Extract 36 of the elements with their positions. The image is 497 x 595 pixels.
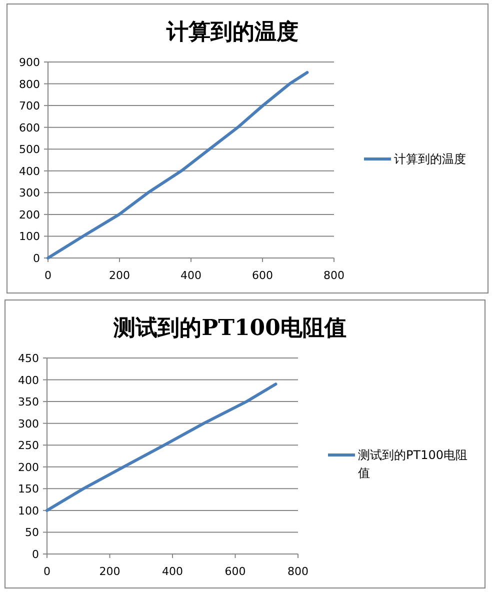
x-tick-label: 400 (180, 269, 202, 282)
y-tick-label: 0 (33, 252, 40, 265)
x-tick-label: 400 (162, 565, 183, 578)
y-tick-label: 100 (18, 504, 39, 518)
x-tick-label: 200 (99, 565, 120, 578)
x-tick-label: 600 (252, 269, 273, 282)
y-tick-label: 400 (19, 164, 40, 178)
x-tick-label: 800 (324, 269, 344, 282)
y-tick-label: 50 (25, 526, 39, 540)
y-tick-label: 150 (18, 482, 39, 496)
line-series (46, 382, 278, 512)
y-tick-label: 500 (19, 143, 40, 156)
x-tick-label: 200 (109, 269, 130, 282)
y-tick-label: 0 (32, 548, 39, 561)
y-tick-label: 450 (18, 352, 39, 365)
chart-title: 计算到的温度 (166, 19, 298, 45)
y-tick-label: 250 (18, 439, 39, 452)
x-tick-label: 600 (224, 565, 246, 578)
y-tick-label: 800 (19, 78, 40, 91)
x-tick-label: 0 (44, 269, 52, 282)
y-tick-label: 200 (19, 208, 40, 222)
y-tick-label: 350 (18, 396, 39, 409)
legend-label: 计算到的温度 (394, 152, 466, 166)
x-tick-label: 800 (288, 565, 308, 578)
y-tick-label: 300 (19, 186, 40, 200)
y-tick-label: 700 (19, 100, 40, 113)
y-tick-label: 300 (18, 417, 39, 430)
y-tick-label: 100 (19, 230, 40, 244)
y-tick-label: 900 (19, 56, 40, 69)
chart-title: 测试到的PT100电阻值 (112, 315, 346, 341)
legend-label: 测试到的PT100电阻值 (358, 448, 468, 480)
y-tick-label: 200 (18, 460, 39, 474)
x-tick-label: 0 (44, 565, 50, 578)
line-series (46, 70, 309, 260)
y-tick-label: 400 (18, 374, 39, 387)
y-tick-label: 600 (19, 121, 40, 134)
